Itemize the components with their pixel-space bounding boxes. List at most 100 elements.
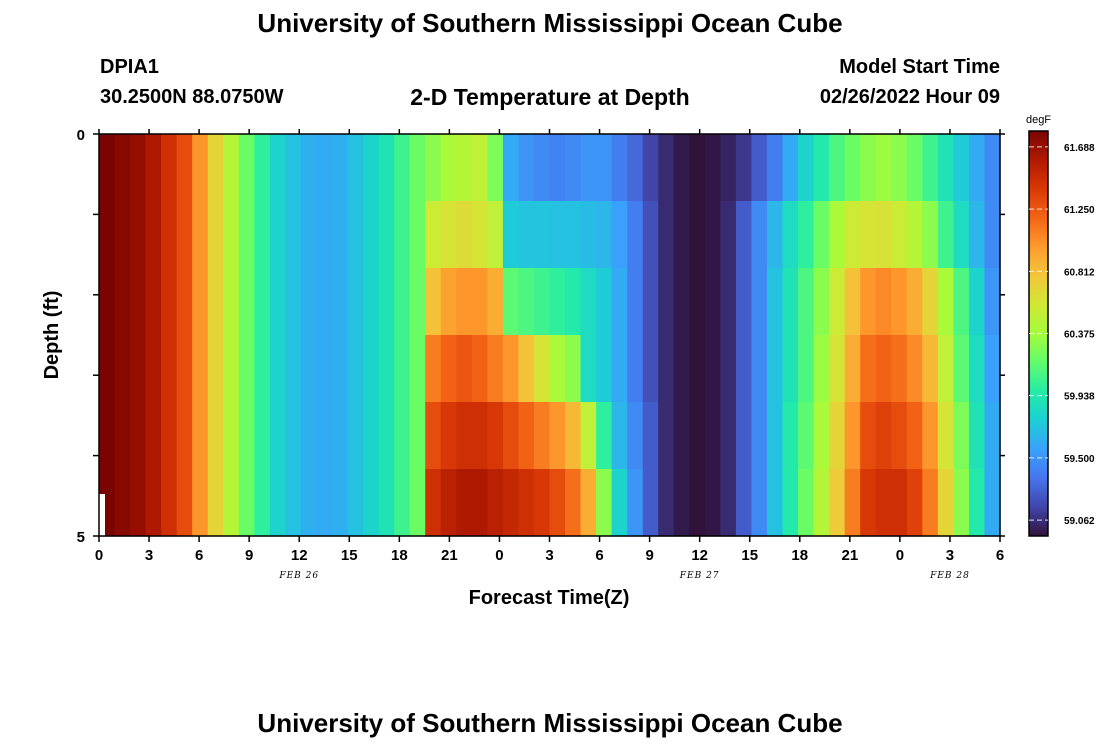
- heatmap-cell: [658, 134, 675, 202]
- heatmap-cell: [875, 402, 892, 470]
- heatmap-cell: [735, 335, 753, 403]
- heatmap-cell: [720, 268, 737, 336]
- heatmap-cell: [518, 201, 535, 269]
- colorbar-unit: degF: [1026, 114, 1051, 126]
- heatmap-cell: [269, 469, 287, 537]
- heatmap-cell: [192, 268, 209, 336]
- heatmap-cell: [176, 469, 193, 537]
- x-tick-label: 0: [495, 547, 503, 564]
- heatmap-cell: [440, 201, 457, 269]
- heatmap-cell: [130, 134, 147, 202]
- heatmap-cell: [456, 469, 473, 537]
- heatmap-cell: [813, 268, 830, 336]
- heatmap-cell: [968, 469, 986, 537]
- heatmap-cell: [549, 469, 566, 537]
- x-tick-label: 3: [145, 547, 153, 564]
- heatmap-cell: [937, 134, 954, 202]
- heatmap-cell: [300, 201, 318, 269]
- heatmap-cell: [937, 402, 954, 470]
- heatmap-cell: [471, 469, 488, 537]
- heatmap-cell: [891, 134, 908, 202]
- heatmap-cell: [549, 268, 566, 336]
- heatmap-cell: [829, 201, 846, 269]
- heatmap-cell: [471, 201, 488, 269]
- heatmap-cell: [565, 201, 582, 269]
- heatmap-cell: [766, 268, 784, 336]
- heatmap-cell: [829, 134, 846, 202]
- heatmap-cell: [300, 268, 318, 336]
- heatmap-cell: [891, 268, 908, 336]
- heatmap-cell: [238, 134, 255, 202]
- heatmap-cell: [922, 134, 939, 202]
- heatmap-cell: [533, 268, 551, 336]
- heatmap-cell: [161, 402, 178, 470]
- heatmap-cell: [860, 201, 877, 269]
- heatmap-cell: [627, 402, 644, 470]
- heatmap-cell: [456, 134, 473, 202]
- heatmap-cell: [751, 335, 768, 403]
- date-label: FEB 28: [929, 571, 970, 581]
- heatmap-cell: [425, 268, 442, 336]
- heatmap-cell: [906, 268, 923, 336]
- heatmap-cell: [425, 402, 442, 470]
- heatmap-cell: [766, 402, 784, 470]
- heatmap-cell: [114, 268, 131, 336]
- heatmap-cell: [720, 469, 737, 537]
- heatmap-cell: [689, 335, 706, 403]
- x-tick-label: 12: [291, 547, 308, 564]
- heatmap-cell: [254, 402, 271, 470]
- heatmap-cell: [844, 335, 861, 403]
- heatmap-cell: [409, 201, 426, 269]
- heatmap-cell: [145, 402, 162, 470]
- heatmap-cell: [875, 335, 892, 403]
- heatmap-cell: [984, 469, 1001, 537]
- heatmap-cell: [813, 335, 830, 403]
- date-label: FEB 27: [679, 571, 720, 581]
- heatmap-cell: [269, 268, 287, 336]
- heatmap-cell: [844, 268, 861, 336]
- heatmap-cell: [673, 402, 690, 470]
- heatmap-cell: [766, 134, 784, 202]
- heatmap-cell: [922, 335, 939, 403]
- heatmap-cell: [891, 201, 908, 269]
- heatmap-cell: [440, 134, 457, 202]
- heatmap-cell: [565, 268, 582, 336]
- colorbar-tick-label: 61.250: [1064, 205, 1095, 216]
- heatmap-cell: [332, 134, 349, 202]
- heatmap-cell: [891, 469, 908, 537]
- heatmap-cell: [875, 134, 892, 202]
- heatmap-cell: [751, 201, 768, 269]
- heatmap-cell: [751, 469, 768, 537]
- heatmap-cell: [968, 268, 986, 336]
- heatmap-cell: [533, 335, 551, 403]
- colorbar-tick-label: 61.688: [1064, 143, 1095, 154]
- heatmap-cell: [549, 201, 566, 269]
- heatmap-cell: [860, 469, 877, 537]
- heatmap-cell: [906, 469, 923, 537]
- heatmap-cell: [922, 201, 939, 269]
- heatmap-cell: [192, 402, 209, 470]
- heatmap-cell: [409, 335, 426, 403]
- heatmap-cell: [99, 134, 116, 202]
- heatmap-cell: [300, 469, 318, 537]
- heatmap-cell: [145, 335, 162, 403]
- heatmap-cell: [735, 201, 753, 269]
- heatmap-cell: [689, 201, 706, 269]
- heatmap-cell: [161, 268, 178, 336]
- x-tick-label: 9: [245, 547, 253, 564]
- heatmap-cell: [487, 469, 504, 537]
- heatmap-cell: [751, 402, 768, 470]
- heatmap-cell: [875, 201, 892, 269]
- heatmap-cell: [114, 134, 131, 202]
- heatmap-cell: [735, 134, 753, 202]
- x-tick-label: 15: [741, 547, 758, 564]
- heatmap-cell: [332, 469, 349, 537]
- heatmap-cell: [207, 469, 224, 537]
- heatmap-cell: [223, 335, 240, 403]
- heatmap-cell: [440, 268, 457, 336]
- heatmap-cell: [285, 201, 302, 269]
- heatmap-cell: [549, 134, 566, 202]
- heatmap-cell: [844, 201, 861, 269]
- heatmap-cell: [285, 335, 302, 403]
